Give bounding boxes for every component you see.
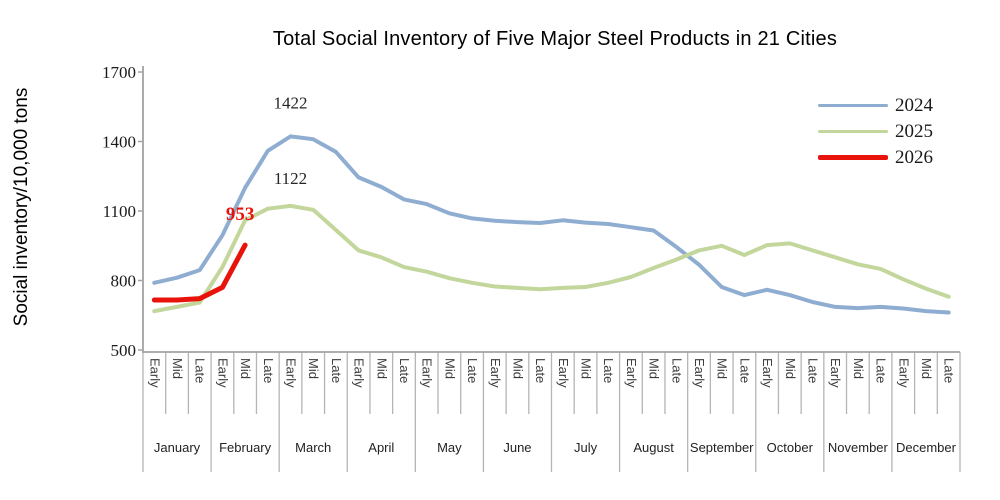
sub-period-label: Late [193,358,208,383]
sub-period-label: Mid [374,358,389,379]
y-tick-label: 800 [111,272,137,291]
sub-period-label: Late [874,358,889,383]
sub-period-label: Early [352,358,367,388]
sub-period-label: Early [624,358,639,388]
sub-period-label: Early [488,358,503,388]
month-labels: January February March April May June July Augu… [154,440,957,455]
sub-period-label: Mid [442,358,457,379]
sub-period-label: Mid [851,358,866,379]
legend-item-2025: 2025 [818,118,933,144]
sub-period-label: Late [601,358,616,383]
sub-period-label: Late [805,358,820,383]
month-label: July [574,440,598,455]
sub-period-label: Early [828,358,843,388]
sub-period-label: Late [942,358,957,383]
series-line-2024 [152,134,951,315]
month-label: September [690,440,754,455]
series-line-2026 [151,242,248,303]
legend-item-2024: 2024 [818,92,933,118]
sub-period-labels: Early Mid Late Early Mid Late Early Mid Late Earl… [147,358,956,388]
annotation-1122: 1122 [274,169,307,188]
legend: 2024 2025 2026 [818,92,933,170]
sub-period-label: Mid [238,358,253,379]
sub-period-label: Late [329,358,344,383]
y-axis-title: Social inventory/10,000 tons [11,87,32,327]
axis-separators [142,352,961,472]
legend-label: 2026 [895,146,933,168]
sub-period-label: Early [147,358,162,388]
month-label: August [633,440,674,455]
month-label: February [219,440,272,455]
month-label: December [896,440,957,455]
month-label: January [154,440,201,455]
axes [142,66,960,353]
sub-period-label: Early [215,358,230,388]
legend-line-swatch [818,129,888,133]
legend-label: 2025 [895,120,933,142]
sub-period-label: Mid [783,358,798,379]
sub-period-label: Late [533,358,548,383]
month-label: April [368,440,394,455]
month-label: May [437,440,462,455]
sub-period-label: Early [284,358,299,388]
legend-line-swatch [818,103,888,107]
sub-period-label: Mid [579,358,594,379]
annotation-1422: 1422 [274,93,308,112]
sub-period-label: Late [465,358,480,383]
sub-period-label: Late [397,358,412,383]
y-tick-label: 1400 [102,133,136,152]
y-tick-label: 500 [111,341,137,360]
legend-line-swatch [818,154,888,160]
chart-title: Total Social Inventory of Five Major Ste… [272,28,838,50]
month-label: October [767,440,814,455]
sub-period-label: Early [760,358,775,388]
sub-period-label: Late [737,358,752,383]
sub-period-label: Mid [306,358,321,379]
sub-period-label: Early [420,358,435,388]
legend-item-2026: 2026 [818,144,933,170]
month-label: June [503,440,531,455]
sub-period-label: Mid [919,358,934,379]
sub-period-label: Mid [510,358,525,379]
y-tick-label: 1700 [102,63,136,82]
annotation-953: 953 [226,204,255,225]
sub-period-label: Early [896,358,911,388]
series-line-2025 [152,203,951,314]
sub-period-label: Mid [715,358,730,379]
sub-period-label: Early [556,358,571,388]
y-tick-label: 1100 [103,202,136,221]
month-label: November [828,440,889,455]
sub-period-label: Mid [647,358,662,379]
sub-period-label: Early [692,358,707,388]
sub-period-label: Late [261,358,276,383]
sub-period-label: Mid [170,358,185,379]
legend-label: 2024 [895,94,933,116]
y-axis-ticks: 1700 1400 1100 800 500 [102,63,143,360]
sub-period-label: Late [669,358,684,383]
month-label: March [295,440,331,455]
